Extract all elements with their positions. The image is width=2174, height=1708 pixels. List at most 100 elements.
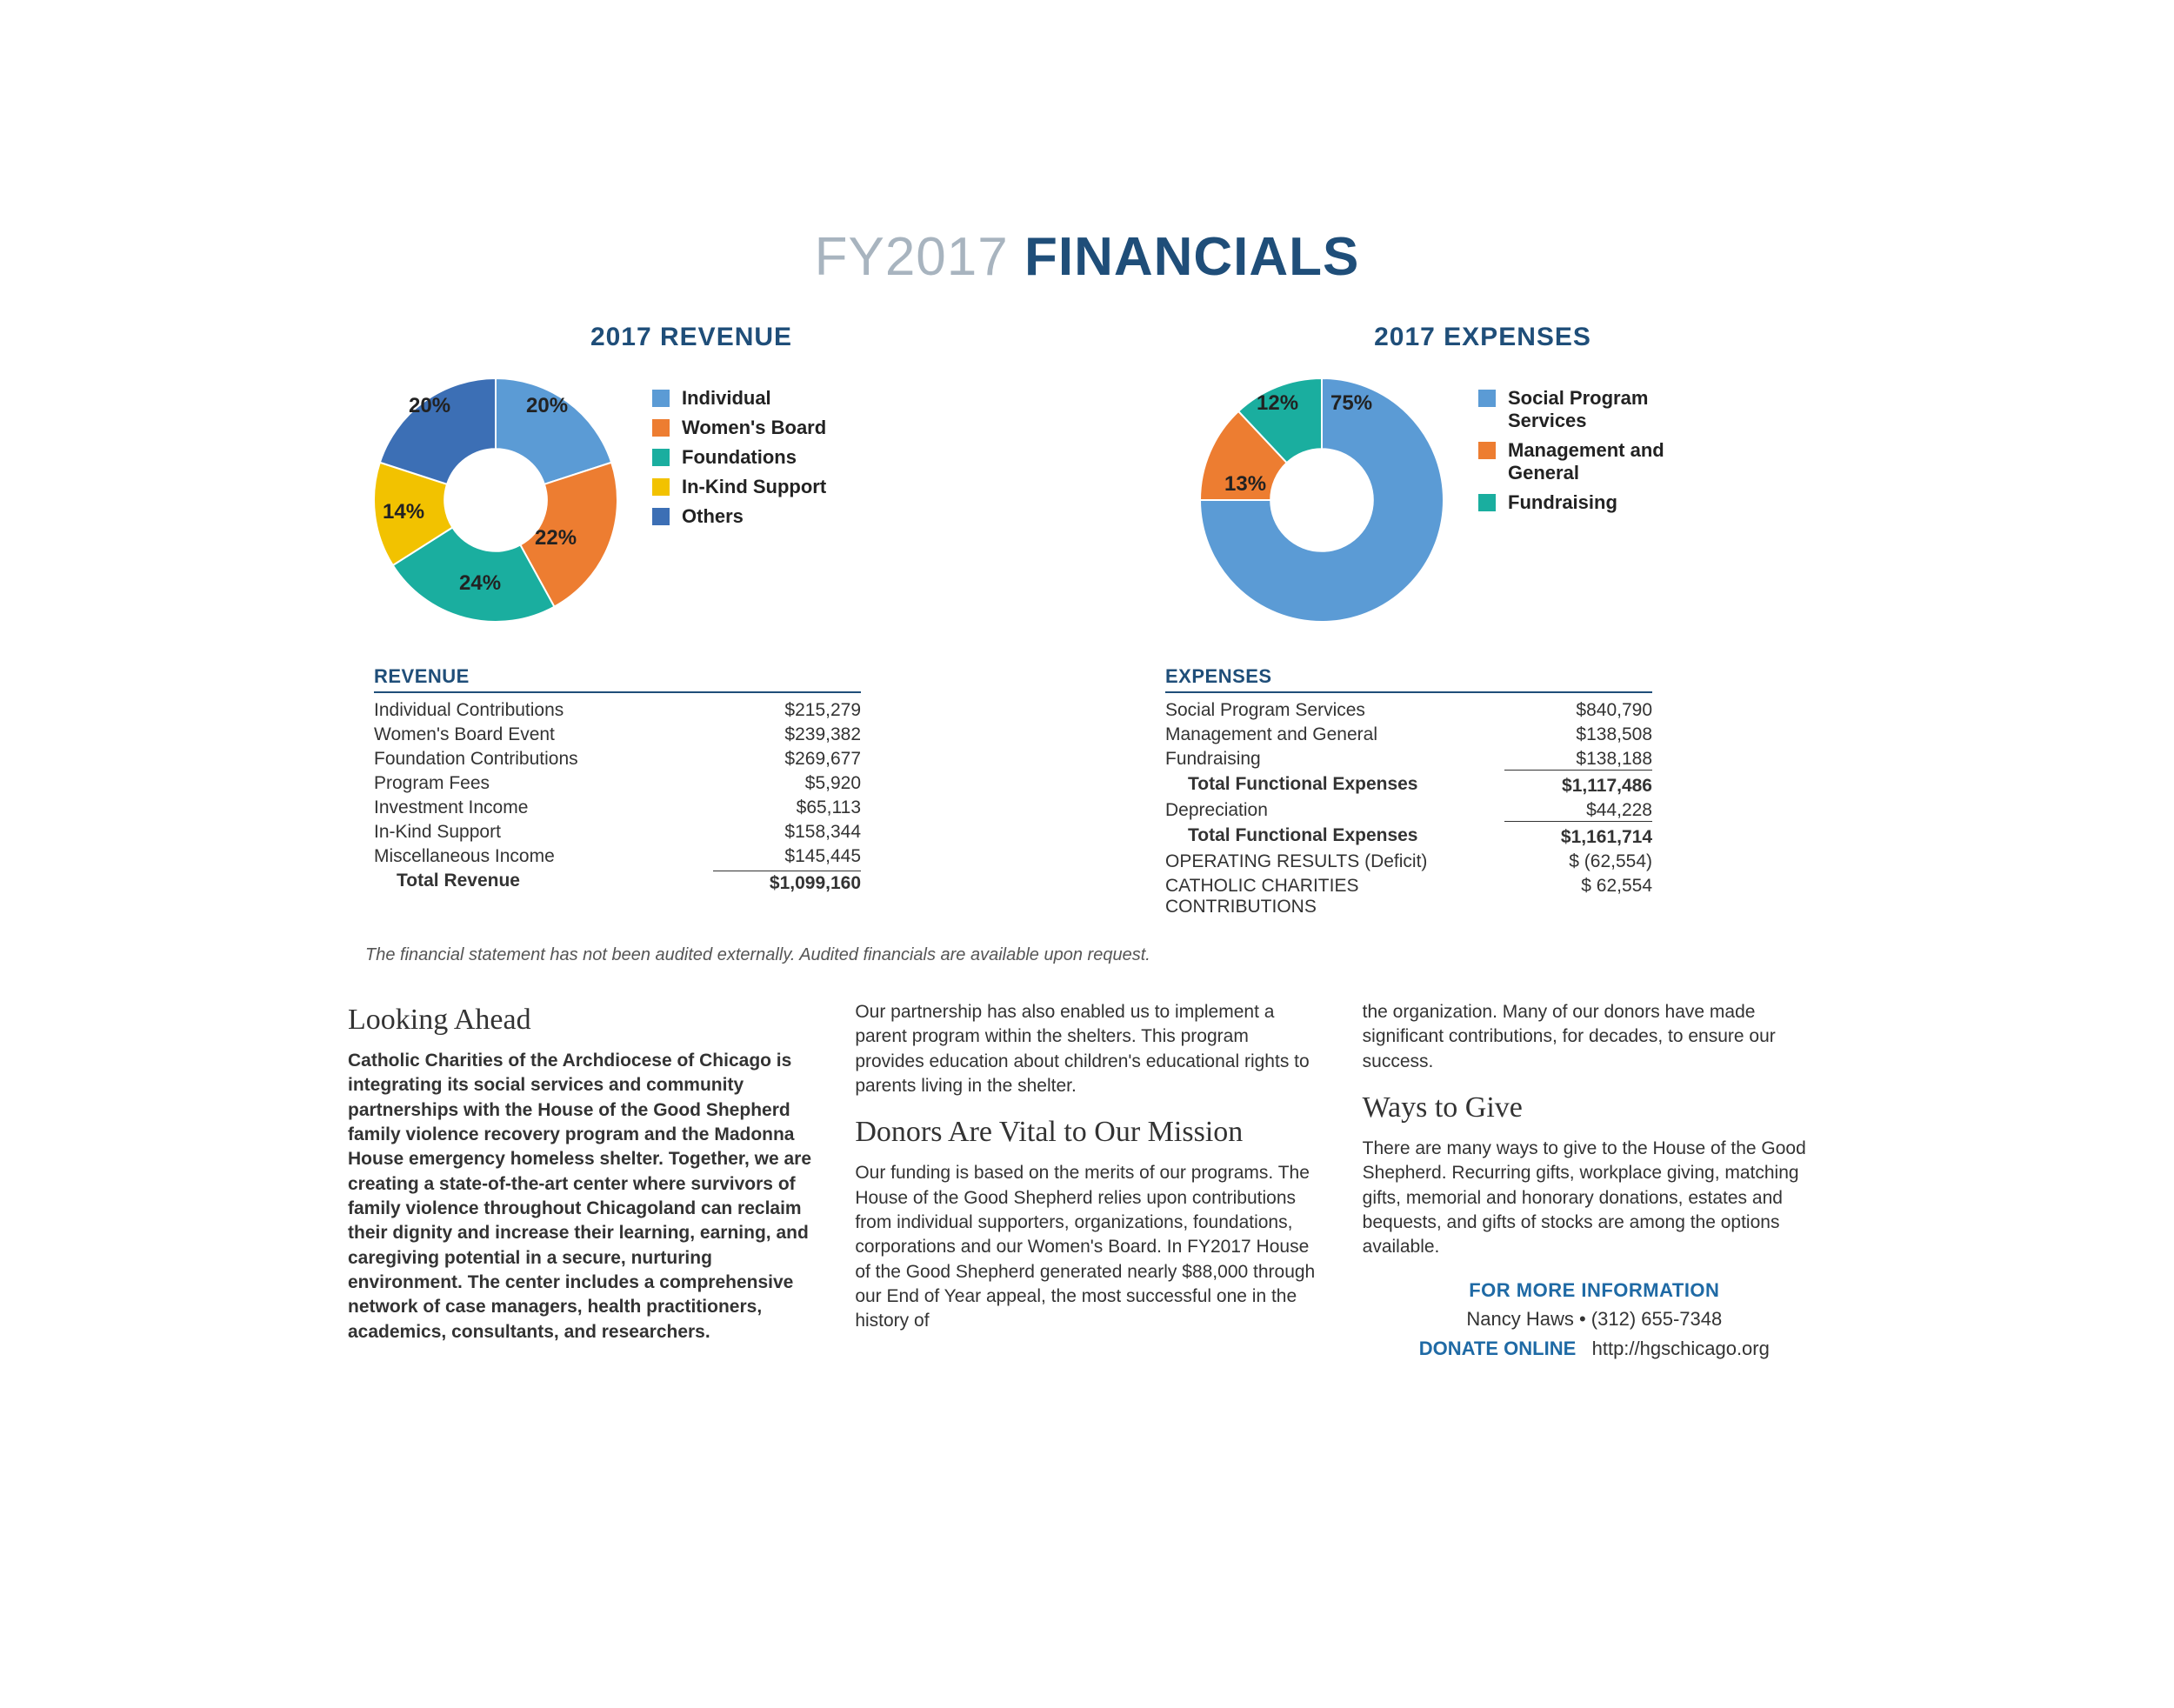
row-label: Miscellaneous Income — [374, 846, 713, 867]
row-value: $1,117,486 — [1504, 774, 1652, 797]
donate-url[interactable]: http://hgschicago.org — [1592, 1338, 1770, 1359]
charts-row: 2017 REVENUE 20% 22% 24% 14% 20% Individual W… — [348, 323, 1826, 919]
legend-label: In-Kind Support — [682, 476, 826, 498]
legend-item: Foundations — [652, 446, 826, 469]
looking-ahead-body: Catholic Charities of the Archdiocese of… — [348, 1049, 811, 1344]
col3-p1: the organization. Many of our donors hav… — [1363, 1000, 1826, 1074]
revenue-donut: 20% 22% 24% 14% 20% — [374, 378, 617, 622]
legend-item: In-Kind Support — [652, 476, 826, 498]
title-fy: FY2017 — [815, 227, 1009, 287]
table-row: Foundation Contributions$269,677 — [374, 747, 861, 771]
donut-pct-label: 75% — [1330, 391, 1372, 416]
row-label: Management and General — [1165, 724, 1504, 745]
footnote: The financial statement has not been aud… — [365, 945, 1826, 965]
expense-table-header: EXPENSES — [1165, 665, 1652, 693]
table-row: Investment Income$65,113 — [374, 796, 861, 820]
col-1: Looking Ahead Catholic Charities of the … — [348, 1000, 811, 1362]
info-header: FOR MORE INFORMATION — [1363, 1278, 1826, 1304]
expense-legend: Social Program Services Management and Ge… — [1478, 387, 1699, 521]
row-value: $ (62,554) — [1504, 851, 1652, 872]
revenue-table: REVENUE Individual Contributions$215,279… — [374, 665, 861, 896]
legend-item: Fundraising — [1478, 491, 1699, 514]
table-row: Depreciation$44,228 — [1165, 798, 1652, 824]
donate-label: DONATE ONLINE — [1419, 1338, 1576, 1359]
row-label: Total Functional Expenses — [1165, 825, 1504, 848]
expense-donut: 75%13%12% — [1200, 378, 1444, 622]
legend-item: Management and General — [1478, 439, 1699, 484]
donut-pct-label: 22% — [535, 526, 577, 550]
table-row: Women's Board Event$239,382 — [374, 723, 861, 747]
row-label: Program Fees — [374, 773, 713, 794]
row-label: Total Functional Expenses — [1165, 774, 1504, 797]
legend-swatch — [652, 478, 670, 496]
legend-swatch — [652, 508, 670, 525]
table-row: Total Functional Expenses$1,161,714 — [1165, 824, 1652, 850]
donut-pct-label: 20% — [526, 394, 568, 418]
row-label: Depreciation — [1165, 800, 1504, 822]
donut-pct-label: 20% — [409, 394, 450, 418]
row-label: Women's Board Event — [374, 724, 713, 745]
legend-swatch — [1478, 494, 1496, 511]
legend-item: Women's Board — [652, 417, 826, 439]
legend-label: Women's Board — [682, 417, 826, 439]
legend-item: Individual — [652, 387, 826, 410]
row-value: $138,188 — [1504, 749, 1652, 771]
row-label: Investment Income — [374, 797, 713, 818]
revenue-total-value: $1,099,160 — [713, 871, 861, 894]
table-row: Fundraising$138,188 — [1165, 747, 1652, 772]
legend-item: Social Program Services — [1478, 387, 1699, 432]
table-row: Total Functional Expenses$1,117,486 — [1165, 772, 1652, 798]
donors-heading: Donors Are Vital to Our Mission — [855, 1112, 1318, 1152]
row-value: $5,920 — [713, 773, 861, 794]
row-label: Individual Contributions — [374, 700, 713, 721]
revenue-total-label: Total Revenue — [374, 871, 713, 894]
donut-pct-label: 12% — [1257, 391, 1298, 416]
row-label: In-Kind Support — [374, 822, 713, 843]
legend-swatch — [652, 419, 670, 437]
legend-swatch — [652, 449, 670, 466]
legend-item: Others — [652, 505, 826, 528]
row-value: $239,382 — [713, 724, 861, 745]
donut-pct-label: 14% — [383, 500, 424, 524]
row-label: Social Program Services — [1165, 700, 1504, 721]
row-value: $44,228 — [1504, 800, 1652, 822]
row-value: $138,508 — [1504, 724, 1652, 745]
expense-table: EXPENSES Social Program Services$840,790… — [1165, 665, 1652, 919]
legend-label: Foundations — [682, 446, 797, 469]
title-fin: FINANCIALS — [1024, 227, 1359, 287]
legend-label: Social Program Services — [1508, 387, 1699, 432]
row-value: $1,161,714 — [1504, 825, 1652, 848]
row-label: OPERATING RESULTS (Deficit) — [1165, 851, 1504, 872]
expense-block: 2017 EXPENSES 75%13%12% Social Program S… — [1165, 323, 1800, 919]
table-row: Miscellaneous Income$145,445 — [374, 844, 861, 869]
donut-pct-label: 24% — [459, 571, 501, 596]
legend-label: Management and General — [1508, 439, 1699, 484]
row-label: Fundraising — [1165, 749, 1504, 771]
page-title: FY2017 FINANCIALS — [348, 226, 1826, 288]
legend-label: Others — [682, 505, 744, 528]
col-3: the organization. Many of our donors hav… — [1363, 1000, 1826, 1362]
col2-p1: Our partnership has also enabled us to i… — [855, 1000, 1318, 1098]
row-value: $ 62,554 — [1504, 876, 1652, 917]
col3-p2: There are many ways to give to the House… — [1363, 1137, 1826, 1260]
table-row: Social Program Services$840,790 — [1165, 698, 1652, 723]
legend-swatch — [1478, 390, 1496, 407]
table-row: CATHOLIC CHARITIES CONTRIBUTIONS$ 62,554 — [1165, 874, 1652, 919]
table-row: Management and General$138,508 — [1165, 723, 1652, 747]
donate-line: DONATE ONLINE http://hgschicago.org — [1363, 1336, 1826, 1362]
legend-label: Individual — [682, 387, 771, 410]
revenue-table-header: REVENUE — [374, 665, 861, 693]
ways-heading: Ways to Give — [1363, 1088, 1826, 1128]
revenue-legend: Individual Women's Board Foundations In-Kin… — [652, 387, 826, 535]
legend-swatch — [652, 390, 670, 407]
revenue-chart-title: 2017 REVENUE — [374, 323, 1009, 352]
revenue-block: 2017 REVENUE 20% 22% 24% 14% 20% Individual W… — [374, 323, 1009, 919]
text-columns: Looking Ahead Catholic Charities of the … — [348, 1000, 1826, 1362]
row-label: CATHOLIC CHARITIES CONTRIBUTIONS — [1165, 876, 1504, 917]
row-value: $65,113 — [713, 797, 861, 818]
row-value: $158,344 — [713, 822, 861, 843]
row-label: Foundation Contributions — [374, 749, 713, 770]
looking-ahead-heading: Looking Ahead — [348, 1000, 811, 1040]
row-value: $215,279 — [713, 700, 861, 721]
table-row: OPERATING RESULTS (Deficit)$ (62,554) — [1165, 850, 1652, 874]
